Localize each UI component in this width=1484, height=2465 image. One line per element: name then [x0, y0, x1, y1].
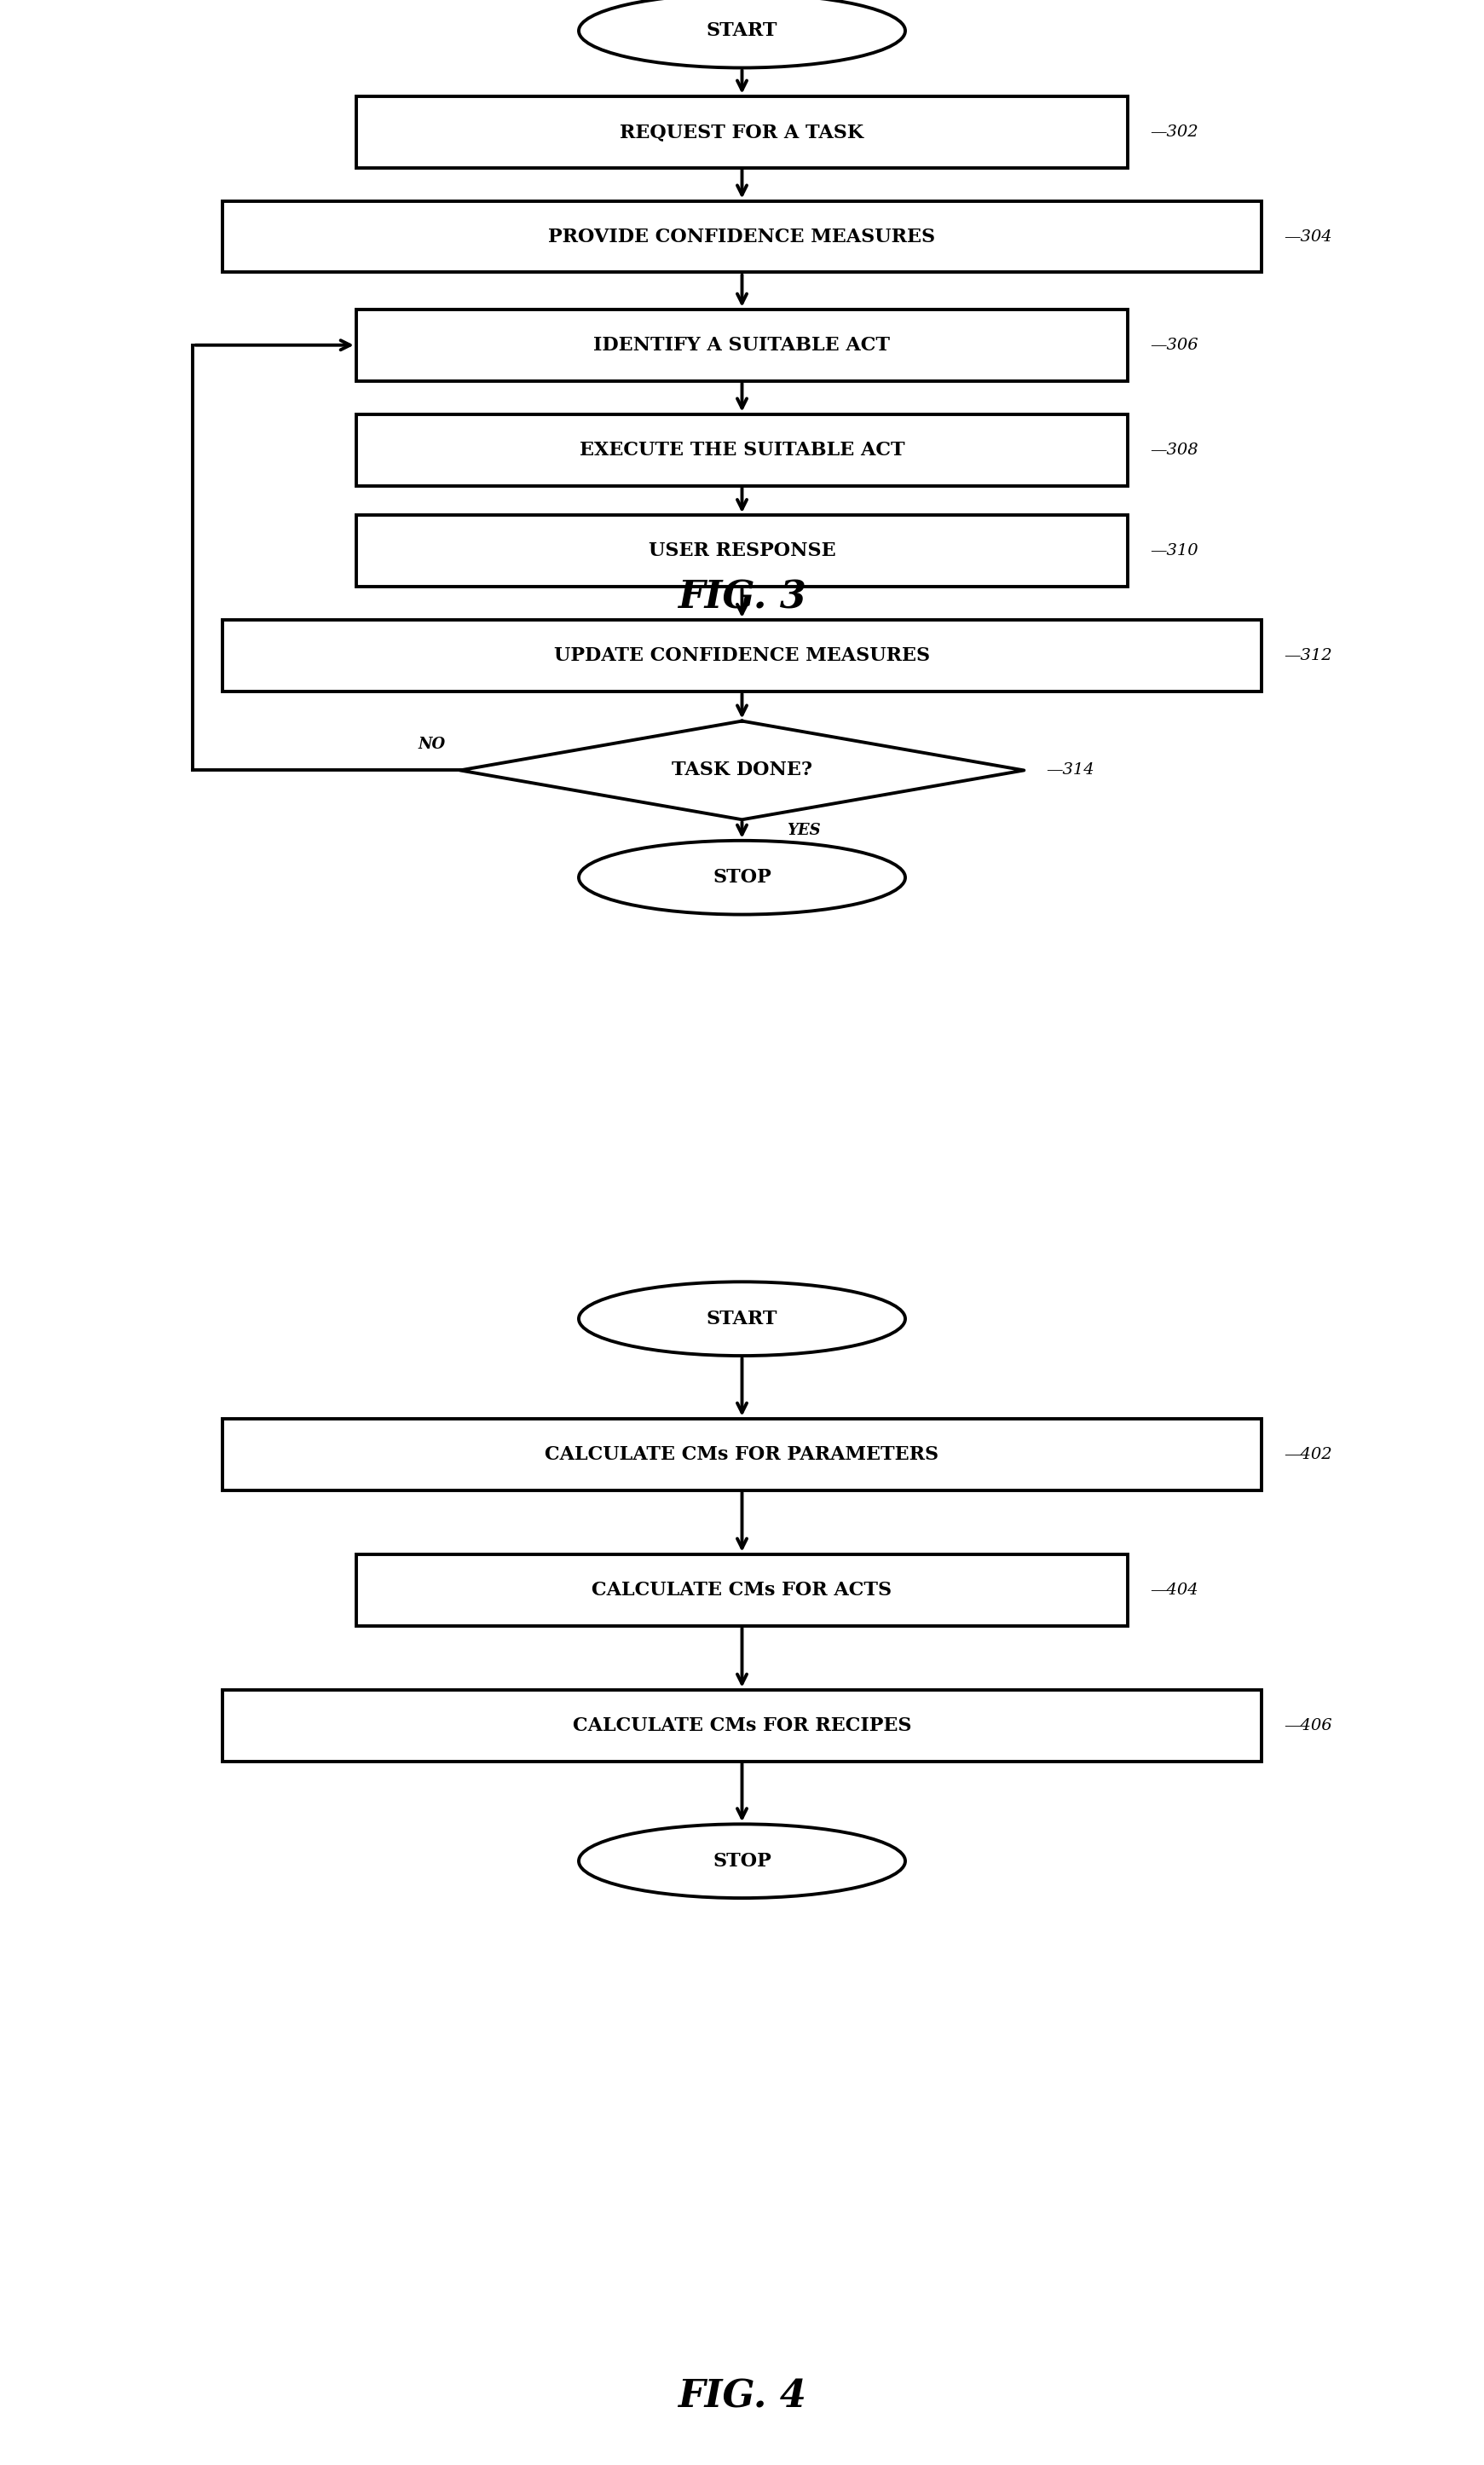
Text: CALCULATE CMs FOR ACTS: CALCULATE CMs FOR ACTS [592, 1580, 892, 1600]
Text: REQUEST FOR A TASK: REQUEST FOR A TASK [620, 123, 864, 141]
Bar [356, 311, 1128, 382]
Text: START: START [706, 22, 778, 39]
Text: UPDATE CONFIDENCE MEASURES: UPDATE CONFIDENCE MEASURES [554, 646, 930, 666]
Text: —314: —314 [1046, 762, 1095, 779]
Ellipse shape [579, 0, 905, 67]
Ellipse shape [579, 1282, 905, 1356]
Polygon shape [460, 720, 1024, 818]
Text: —402: —402 [1284, 1447, 1333, 1462]
Ellipse shape [579, 1824, 905, 1898]
Text: IDENTIFY A SUITABLE ACT: IDENTIFY A SUITABLE ACT [594, 335, 890, 355]
Bar [223, 1417, 1261, 1489]
Text: STOP: STOP [712, 868, 772, 887]
Text: STOP: STOP [712, 1851, 772, 1871]
Text: EXECUTE THE SUITABLE ACT: EXECUTE THE SUITABLE ACT [579, 441, 905, 458]
Text: —404: —404 [1150, 1583, 1199, 1597]
Text: USER RESPONSE: USER RESPONSE [649, 542, 835, 560]
Text: FIG. 3: FIG. 3 [678, 579, 806, 616]
Bar [223, 619, 1261, 690]
Text: —304: —304 [1284, 229, 1333, 244]
Text: TASK DONE?: TASK DONE? [672, 762, 812, 779]
Text: —306: —306 [1150, 338, 1199, 352]
Text: —312: —312 [1284, 648, 1333, 663]
Text: NO: NO [418, 737, 445, 752]
Text: —310: —310 [1150, 542, 1199, 560]
Bar [356, 515, 1128, 587]
Bar [223, 1691, 1261, 1760]
Text: —302: —302 [1150, 123, 1199, 141]
Bar [223, 202, 1261, 271]
Bar [356, 96, 1128, 168]
Bar [356, 1553, 1128, 1627]
Text: CALCULATE CMs FOR PARAMETERS: CALCULATE CMs FOR PARAMETERS [545, 1444, 939, 1464]
Bar [356, 414, 1128, 486]
Text: CALCULATE CMs FOR RECIPES: CALCULATE CMs FOR RECIPES [573, 1716, 911, 1735]
Text: PROVIDE CONFIDENCE MEASURES: PROVIDE CONFIDENCE MEASURES [549, 227, 935, 246]
Text: —308: —308 [1150, 441, 1199, 458]
Text: YES: YES [787, 823, 821, 838]
Text: START: START [706, 1309, 778, 1329]
Ellipse shape [579, 841, 905, 915]
Text: —406: —406 [1284, 1718, 1333, 1733]
Text: FIG. 4: FIG. 4 [678, 2379, 806, 2416]
